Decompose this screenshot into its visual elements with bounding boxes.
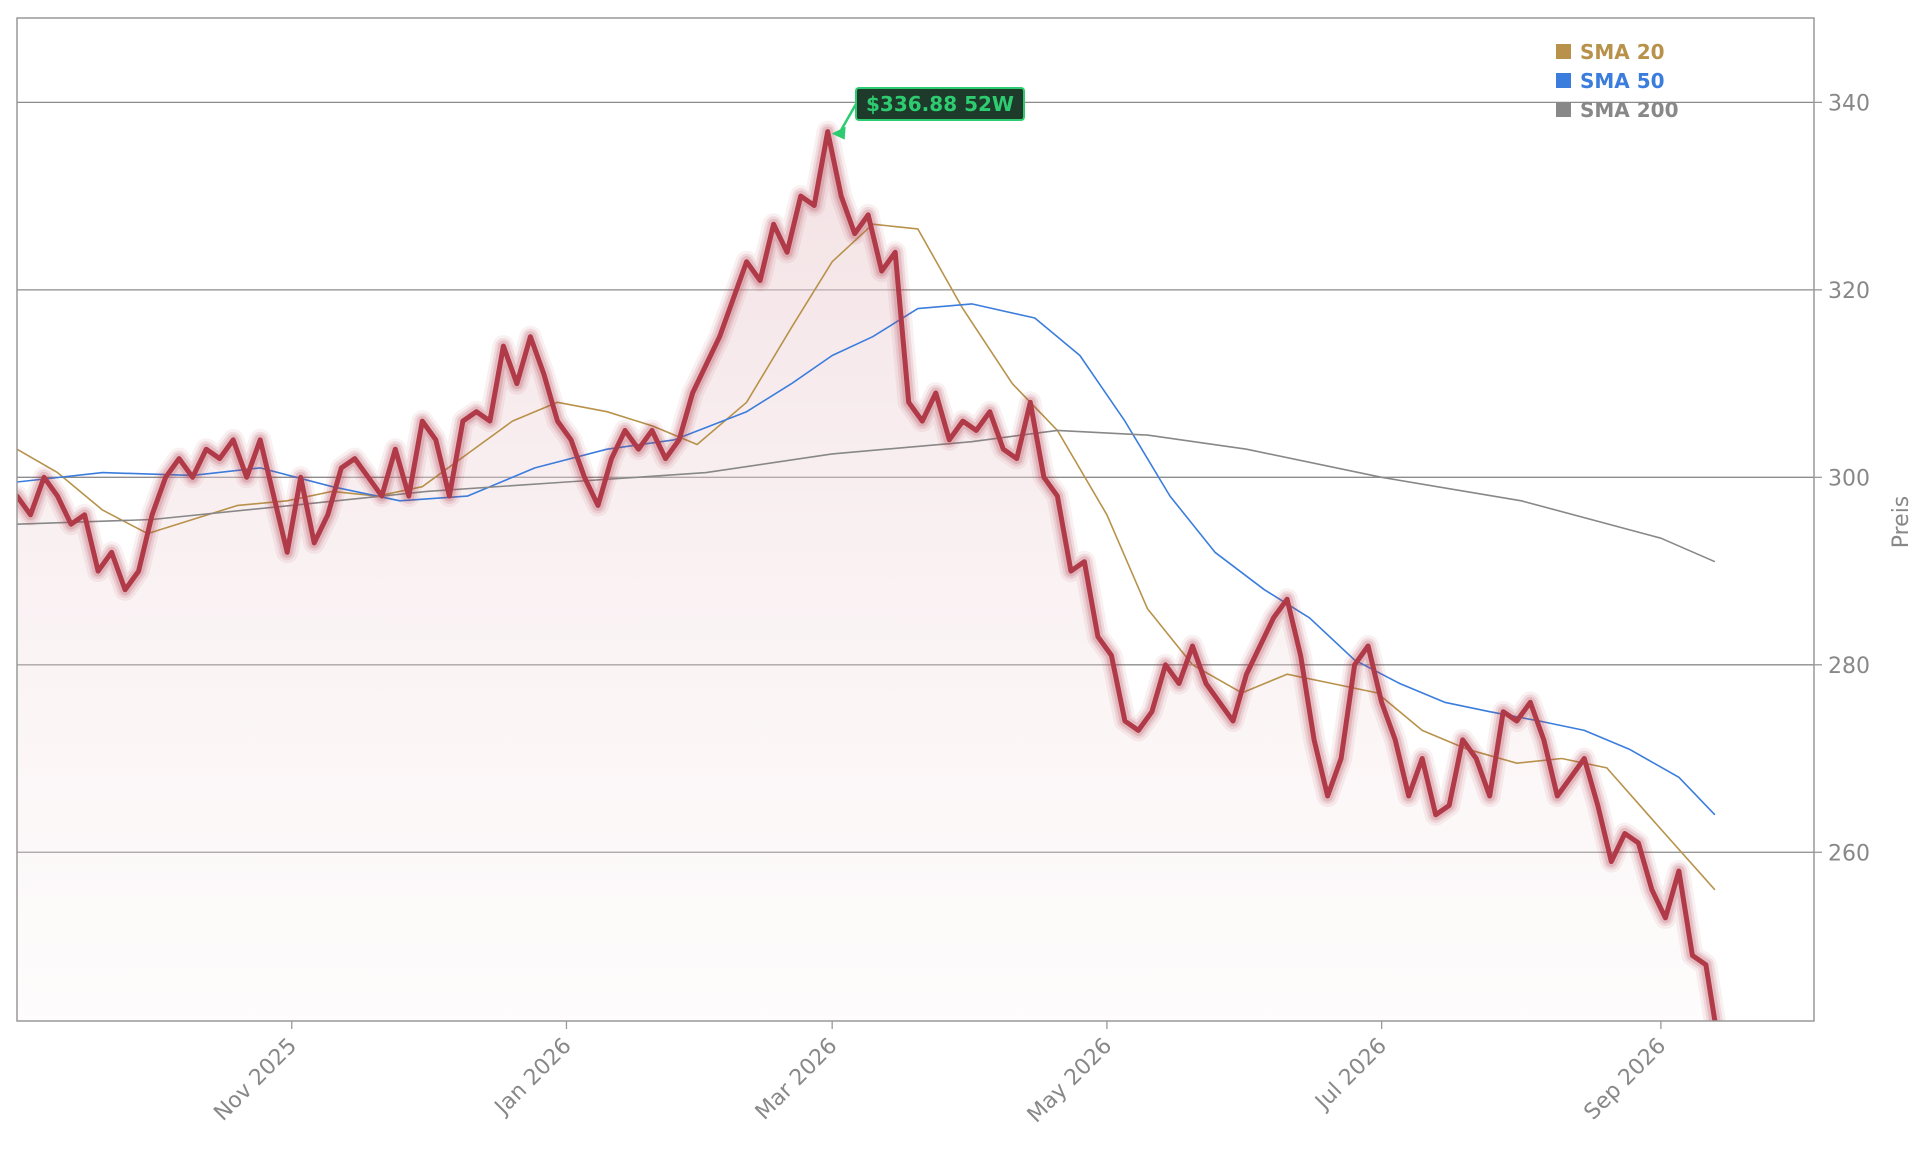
price-area bbox=[17, 131, 1715, 1021]
legend-swatch bbox=[1556, 73, 1571, 88]
legend-label: SMA 50 bbox=[1580, 69, 1665, 93]
x-tick-label: May 2026 bbox=[1023, 1034, 1117, 1128]
y-tick-label: 320 bbox=[1828, 279, 1870, 304]
price-area-fill bbox=[17, 131, 1715, 1021]
legend-swatch bbox=[1556, 102, 1571, 117]
annotation-box bbox=[855, 87, 1025, 121]
legend-swatch bbox=[1556, 44, 1571, 59]
y-tick-label: 280 bbox=[1828, 654, 1870, 679]
price-line-group bbox=[17, 120, 1726, 1021]
legend-label: SMA 20 bbox=[1580, 40, 1665, 64]
x-tick-label: Mar 2026 bbox=[751, 1034, 843, 1126]
plot-frame bbox=[16, 17, 1815, 1022]
y-axis: 260 280 300 320 340 bbox=[1814, 91, 1870, 866]
y-tick-label: 260 bbox=[1828, 841, 1870, 866]
x-tick-label: Nov 2025 bbox=[209, 1034, 302, 1127]
annotation-arrowhead bbox=[831, 126, 846, 140]
x-tick-label: Jan 2026 bbox=[489, 1034, 577, 1122]
x-tick-label: Sep 2026 bbox=[1580, 1034, 1672, 1126]
x-axis: Nov 2025 Jan 2026 Mar 2026 May 2026 Jul 2026… bbox=[209, 1021, 1671, 1128]
legend: SMA 20 SMA 50 SMA 200 bbox=[1556, 40, 1679, 122]
annotation-52w-high: $336.88 52W bbox=[831, 87, 1025, 140]
y-tick-label: 340 bbox=[1828, 91, 1870, 116]
y-axis-title: Preis bbox=[1889, 496, 1914, 549]
series-line-sma-200 bbox=[17, 429, 1716, 563]
x-tick-label: Jul 2026 bbox=[1309, 1034, 1391, 1116]
annotation-arrow bbox=[838, 103, 858, 134]
series-line-price bbox=[17, 129, 1718, 1021]
y-tick-label: 300 bbox=[1828, 466, 1870, 491]
annotation-label: $336.88 52W bbox=[866, 92, 1014, 116]
series-line-sma-50 bbox=[17, 303, 1716, 816]
legend-label: SMA 200 bbox=[1580, 98, 1679, 122]
